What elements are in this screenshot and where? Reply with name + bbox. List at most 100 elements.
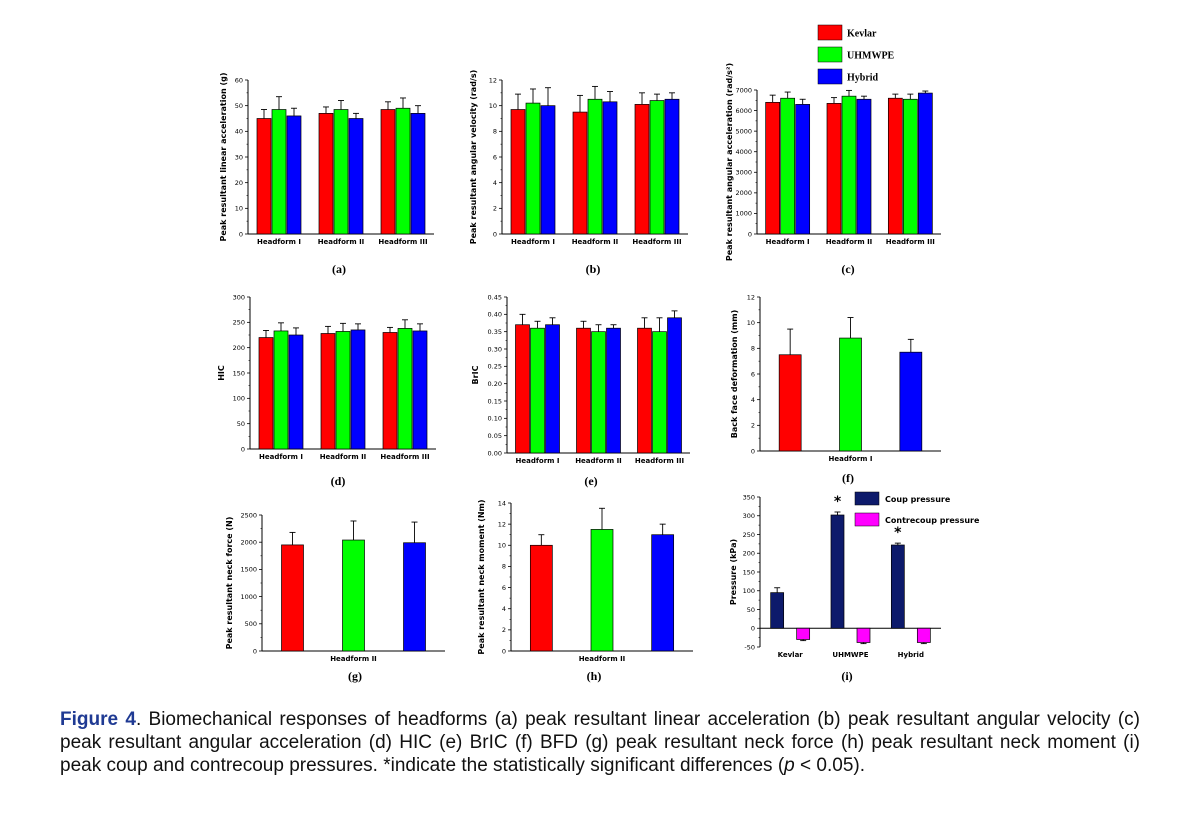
- y-tick-label: 150: [743, 568, 755, 576]
- y-tick-label: 300: [743, 512, 755, 520]
- bar-hybrid: [348, 118, 364, 235]
- bar-contrecoup-pressure: [916, 627, 931, 643]
- panel-a: 0 10 20 30 40 50 60 Peak resultant linear accel…: [219, 72, 434, 276]
- bar-hybrid: [664, 98, 680, 235]
- significance-star: *: [894, 525, 902, 541]
- bar-kevlar: [572, 111, 588, 235]
- y-tick-label: 0: [493, 230, 497, 238]
- y-tick-label: 5000: [735, 127, 752, 135]
- y-tick-label: 0: [751, 447, 755, 455]
- y-tick-label: 1000: [240, 593, 257, 601]
- bar-hybrid: [545, 324, 560, 454]
- bar-uhmwpe: [273, 330, 289, 450]
- bar-hybrid: [856, 98, 872, 235]
- bar-kevlar: [634, 104, 650, 235]
- y-tick-label: 0: [751, 625, 755, 633]
- y-tick-label: 2: [493, 205, 497, 213]
- legend-label-hybrid: Hybrid: [847, 73, 879, 84]
- y-tick-label: 12: [747, 293, 755, 301]
- x-category-label: Headform II: [572, 238, 619, 246]
- panel-d: 0 50 100 150 200 250 300 HIC Headform I Headform …: [217, 293, 436, 488]
- y-tick-label: 10: [498, 542, 506, 550]
- bar-coup-pressure: [830, 514, 845, 629]
- x-category-label: Headform I: [766, 238, 810, 246]
- caption-figure-number: Figure 4: [60, 709, 136, 730]
- x-category-label: Headform I: [516, 457, 560, 465]
- y-tick-label: 2: [502, 626, 506, 634]
- figure-caption: Figure 4. Biomechanical responses of hea…: [60, 708, 1140, 777]
- y-tick-label: 4: [751, 396, 755, 404]
- y-tick-label: 250: [233, 319, 245, 327]
- y-tick-label: 0: [239, 230, 243, 238]
- x-category-label: Headform III: [380, 453, 429, 461]
- y-tick-label: 0.20: [488, 380, 502, 388]
- legend-label-coup-pressure: Coup pressure: [885, 495, 951, 504]
- y-tick-label: 3000: [735, 169, 752, 177]
- y-tick-label: 0: [241, 445, 245, 453]
- bar-hybrid: [917, 92, 933, 235]
- y-axis-label: Pressure (kPa): [729, 539, 738, 605]
- y-tick-label: 0: [502, 647, 506, 655]
- bar-contrecoup-pressure: [856, 627, 871, 643]
- bar-hybrid: [286, 115, 302, 235]
- y-tick-label: 14: [498, 499, 506, 507]
- bar-kevlar: [887, 97, 903, 235]
- y-tick-label: 20: [235, 179, 243, 187]
- y-tick-label: 0.10: [488, 415, 502, 423]
- bar-uhmwpe: [530, 327, 545, 454]
- y-axis-label: Peak resultant neck moment (Nm): [477, 499, 486, 654]
- bar-coup-pressure: [770, 592, 785, 629]
- legend-label-contrecoup-pressure: Contrecoup pressure: [885, 516, 980, 525]
- y-tick-label: 60: [235, 76, 243, 84]
- x-category-label: Headform III: [632, 238, 681, 246]
- y-tick-label: 40: [235, 128, 243, 136]
- y-tick-label: 0.40: [488, 311, 502, 319]
- bar-uhmwpe: [591, 331, 606, 454]
- bar-uhmwpe: [590, 529, 614, 652]
- bar-uhmwpe: [902, 98, 918, 235]
- x-category-label: UHMWPE: [832, 651, 868, 659]
- y-tick-label: 200: [743, 550, 755, 558]
- bar-hybrid: [795, 104, 811, 235]
- panel-label: (f): [842, 471, 854, 485]
- y-axis-label: Peak resultant angular velocity (rad/s): [469, 70, 478, 245]
- legend-swatch-contrecoup-pressure: [854, 512, 880, 527]
- bar-hybrid: [350, 329, 366, 450]
- y-axis-label: HIC: [217, 365, 226, 381]
- x-category-label: Headform I: [511, 238, 555, 246]
- bar-uhmwpe: [271, 109, 287, 235]
- panel-label: (g): [348, 669, 362, 683]
- bar-hybrid: [288, 334, 304, 450]
- bar-hybrid: [412, 330, 428, 450]
- y-tick-label: 100: [233, 395, 245, 403]
- y-tick-label: 4: [502, 605, 506, 613]
- bar-uhmwpe: [839, 337, 862, 452]
- legend-label-kevlar: Kevlar: [847, 29, 877, 40]
- bar-kevlar: [576, 327, 591, 454]
- x-category-label: Headform I: [829, 455, 873, 463]
- panel-h: 0 2 4 6 8 10 12 14 Peak resultant neck moment (N…: [477, 499, 693, 683]
- y-tick-label: 350: [743, 493, 755, 501]
- y-tick-label: 7000: [735, 86, 752, 94]
- bar-coup-pressure: [890, 544, 905, 629]
- x-category-label: Headform III: [378, 238, 427, 246]
- legend-pressure: Coup pressure Contrecoup pressure: [854, 491, 980, 527]
- bar-hybrid: [651, 534, 675, 652]
- bar-hybrid: [667, 317, 682, 454]
- x-category-label: Headform II: [826, 238, 873, 246]
- bar-kevlar: [510, 109, 526, 235]
- bar-uhmwpe: [780, 97, 796, 235]
- y-tick-label: 10: [747, 319, 755, 327]
- y-tick-label: 2500: [240, 511, 257, 519]
- y-tick-label: 0.35: [488, 328, 502, 336]
- y-tick-label: -50: [744, 643, 755, 651]
- x-category-label: Hybrid: [898, 651, 924, 659]
- caption-text-end: < 0.05).: [794, 755, 865, 776]
- y-tick-label: 0.25: [488, 363, 502, 371]
- panel-e: 0.00 0.05 0.10 0.15 0.20 0.25 0.30 0.35 0.40 0.45…: [471, 293, 690, 488]
- y-tick-label: 0.30: [488, 345, 502, 353]
- panel-label: (i): [841, 669, 852, 683]
- y-tick-label: 6: [751, 370, 755, 378]
